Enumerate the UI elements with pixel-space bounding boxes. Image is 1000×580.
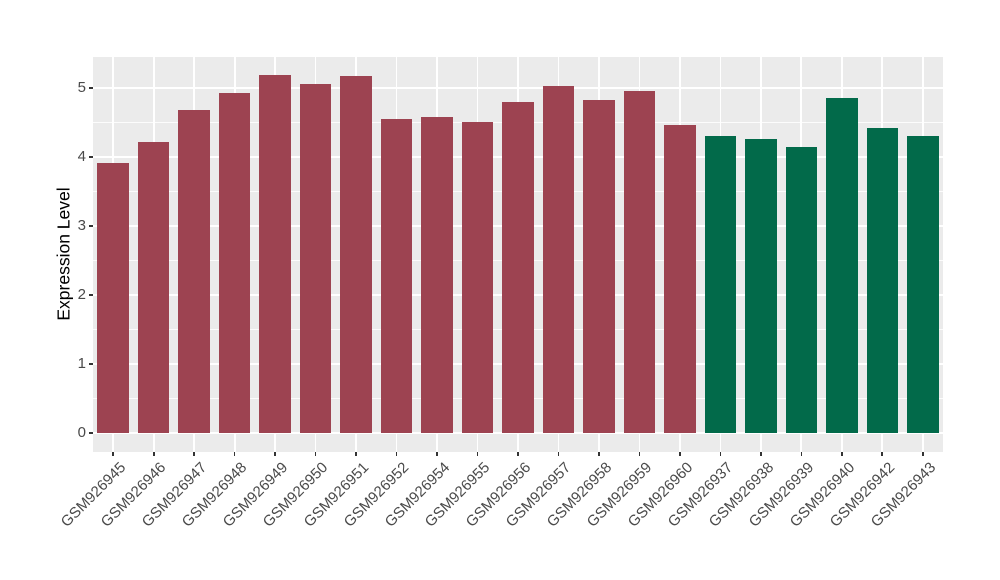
bar-GSM926951 — [340, 76, 372, 434]
x-tick-mark — [638, 452, 641, 456]
y-tick-label: 2 — [77, 286, 86, 304]
bar-GSM926943 — [906, 136, 939, 434]
bar-GSM926955 — [461, 121, 494, 433]
bar-GSM926960 — [664, 124, 696, 434]
y-tick-mark — [89, 87, 93, 89]
bar-GSM926942 — [866, 128, 899, 434]
y-tick-mark — [89, 225, 93, 227]
bar-GSM926952 — [380, 119, 413, 434]
y-tick-mark — [89, 432, 93, 434]
x-tick-mark — [355, 452, 357, 456]
x-tick-mark — [314, 452, 317, 456]
bar-GSM926939 — [785, 146, 818, 434]
x-tick-mark — [557, 452, 560, 456]
x-tick-mark — [719, 452, 722, 456]
bar-GSM926954 — [421, 117, 453, 434]
x-tick-mark — [881, 452, 884, 456]
x-tick-mark — [679, 452, 681, 456]
x-tick-mark — [517, 452, 519, 456]
bar-GSM926959 — [623, 90, 656, 433]
x-tick-mark — [112, 452, 115, 456]
y-tick-label: 1 — [77, 355, 86, 373]
y-tick-mark — [89, 294, 93, 296]
x-tick-mark — [193, 452, 195, 456]
x-tick-mark — [598, 452, 600, 456]
x-tick-mark — [760, 452, 762, 456]
bar-GSM926957 — [542, 85, 575, 434]
y-tick-label: 0 — [77, 424, 86, 442]
y-tick-mark — [89, 363, 93, 365]
y-tick-label: 4 — [77, 148, 86, 166]
bar-GSM926937 — [704, 136, 737, 434]
y-tick-label: 5 — [77, 79, 86, 97]
x-tick-mark — [233, 452, 236, 456]
bar-GSM926946 — [137, 141, 170, 434]
x-tick-mark — [395, 452, 398, 456]
x-tick-mark — [841, 452, 843, 456]
bar-GSM926949 — [259, 74, 291, 434]
x-tick-mark — [476, 452, 479, 456]
x-tick-mark — [152, 452, 155, 456]
bar-GSM926948 — [218, 92, 251, 434]
bar-GSM926956 — [502, 101, 534, 434]
chart-panel — [93, 57, 943, 452]
bar-GSM926945 — [97, 162, 129, 434]
bar-GSM926958 — [583, 99, 615, 433]
bar-GSM926950 — [299, 83, 332, 434]
bar-GSM926947 — [178, 110, 210, 434]
x-tick-mark — [274, 452, 276, 456]
x-tick-mark — [921, 452, 924, 456]
x-tick-mark — [800, 452, 803, 456]
y-tick-label: 3 — [77, 217, 86, 235]
bar-GSM926938 — [745, 139, 777, 433]
y-tick-mark — [89, 156, 93, 158]
bar-GSM926940 — [826, 97, 858, 434]
x-tick-mark — [436, 452, 438, 456]
